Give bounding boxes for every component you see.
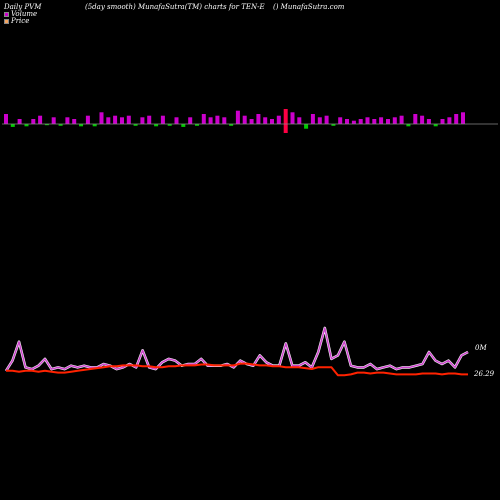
volume-bar — [17, 119, 22, 124]
volume-bar — [208, 117, 213, 124]
volume-bar — [147, 115, 152, 124]
volume-bar — [154, 124, 159, 127]
volume-bar — [65, 117, 70, 124]
volume-bar — [249, 119, 254, 124]
volume-bar — [120, 117, 124, 124]
volume-bar — [338, 117, 343, 124]
price-series — [6, 362, 468, 377]
volume-bar — [263, 117, 268, 124]
legend-price: Price — [4, 17, 29, 25]
volume-bar — [310, 114, 315, 124]
volume-bar — [276, 115, 281, 124]
volume-bar — [201, 114, 206, 124]
volume-bars — [4, 109, 465, 133]
volume-bar — [420, 115, 425, 124]
volume-bar — [372, 119, 377, 124]
volume-bar — [324, 115, 329, 124]
volume-bar — [99, 112, 104, 124]
volume-bar — [406, 124, 411, 127]
volume-bar — [31, 119, 36, 124]
legend-volume-label: Volume — [11, 10, 38, 18]
volume-bar — [413, 114, 418, 124]
volume-bar — [51, 117, 56, 124]
volume-bar — [440, 119, 445, 124]
volume-bar — [24, 124, 29, 127]
volume-bar — [85, 115, 90, 124]
volume-bar — [188, 117, 193, 124]
price-axis-label: 26.29 — [473, 370, 495, 378]
volume-bar — [433, 124, 438, 127]
volume-bar — [106, 117, 111, 124]
price-line — [6, 362, 468, 377]
volume-bar — [317, 117, 322, 124]
volume-bar — [235, 110, 240, 124]
volume-bar — [72, 119, 77, 124]
volume-bar — [126, 115, 131, 124]
volume-bar — [270, 119, 274, 124]
volume-bar — [58, 124, 63, 126]
volume-bar — [365, 117, 370, 124]
volume-bar — [195, 124, 199, 126]
volume-bar — [256, 114, 261, 124]
volume-bar — [392, 117, 397, 124]
volume-bar — [345, 119, 349, 124]
volume-bar — [358, 119, 363, 124]
volume-bar — [229, 124, 234, 126]
volume-bar — [10, 124, 15, 127]
volume-bar — [92, 124, 97, 127]
volume-bar — [44, 124, 49, 126]
volume-bar — [167, 124, 172, 126]
volume-bar — [379, 117, 384, 124]
volume-bar — [399, 115, 404, 124]
volume-bar — [351, 120, 356, 124]
chart-header-right: () MunafaSutra.com — [273, 3, 345, 11]
volume-bar — [140, 117, 145, 124]
volume-bar — [160, 115, 165, 124]
volume-bar — [304, 124, 309, 129]
legend-volume: Volume — [4, 10, 37, 18]
legend-volume-swatch — [4, 11, 9, 17]
volume-bar — [283, 109, 288, 133]
volume-bar — [181, 124, 186, 127]
volume-bar — [242, 115, 247, 124]
volume-bar — [461, 112, 465, 124]
volume-bar — [447, 117, 452, 124]
volume-bar — [297, 117, 302, 124]
volume-bar — [454, 114, 459, 124]
pvm-axis-label: 0M — [475, 344, 487, 352]
chart-header-left: Daily PVM — [4, 3, 42, 11]
volume-bar — [386, 119, 390, 124]
volume-bar — [113, 115, 118, 124]
volume-bar — [290, 112, 295, 124]
volume-bar — [426, 119, 431, 124]
volume-bar — [133, 124, 138, 126]
legend-price-swatch — [4, 18, 9, 24]
volume-bar — [4, 114, 8, 124]
volume-bar — [79, 124, 83, 127]
volume-bar — [215, 115, 220, 124]
volume-bar — [38, 115, 43, 124]
volume-bar — [174, 117, 179, 124]
volume-bar — [222, 117, 227, 124]
volume-bar — [331, 124, 336, 126]
chart-title: (5day smooth) MunafaSutra(TM) charts for… — [85, 3, 265, 11]
legend-price-label: Price — [11, 17, 30, 25]
